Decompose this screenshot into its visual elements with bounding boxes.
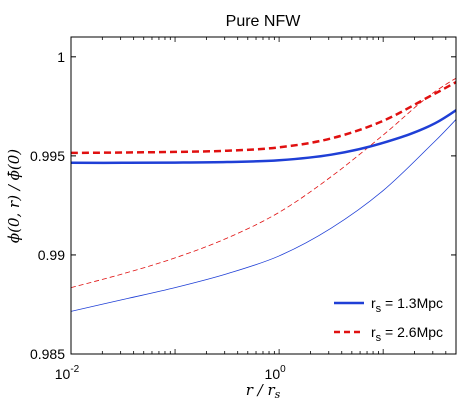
legend-label-2-text: = 2.6Mpc bbox=[381, 324, 443, 340]
legend-box bbox=[328, 286, 452, 348]
legend-label-2: rs = 2.6Mpc bbox=[371, 324, 443, 344]
series-line-2 bbox=[71, 80, 456, 155]
x-tick-label-base-1: 10 bbox=[265, 366, 281, 382]
plot-frame bbox=[70, 36, 457, 355]
x-tick-label-exp-1: 0 bbox=[280, 364, 286, 375]
series-line-3 bbox=[71, 118, 456, 312]
x-tick-label-exp-0: -2 bbox=[70, 364, 79, 375]
legend-label-2-sub: s bbox=[376, 332, 382, 344]
y-tick-label-2: 0.995 bbox=[30, 148, 65, 164]
legend-label-1-sub: s bbox=[376, 303, 382, 315]
series-line-4 bbox=[71, 77, 456, 289]
x-axis-title-main: r / r bbox=[246, 381, 276, 399]
y-tick-label-3: 1 bbox=[57, 49, 65, 65]
chart-title: Pure NFW bbox=[226, 13, 302, 30]
x-tick-label-0: 10-2 bbox=[55, 364, 80, 382]
legend-label-1: rs = 1.3Mpc bbox=[371, 295, 443, 315]
legend-label-1-base: r bbox=[371, 295, 376, 311]
legend-label-2-base: r bbox=[371, 324, 376, 340]
y-tick-label-0: 0.985 bbox=[30, 346, 65, 362]
x-axis-title-sub: s bbox=[275, 388, 281, 401]
x-axis-title: r / rs bbox=[246, 381, 281, 401]
y-axis-title: ϕ(0, r) / ϕ̄(0) bbox=[5, 149, 23, 243]
series-line-1 bbox=[71, 108, 456, 165]
series-layer bbox=[71, 77, 456, 312]
legend: rs = 1.3Mpc rs = 2.6Mpc bbox=[328, 286, 452, 348]
x-tick-label-base-0: 10 bbox=[55, 366, 71, 382]
legend-label-1-text: = 1.3Mpc bbox=[381, 295, 443, 311]
y-tick-label-1: 0.99 bbox=[38, 247, 65, 263]
x-tick-label-1: 100 bbox=[265, 364, 287, 382]
